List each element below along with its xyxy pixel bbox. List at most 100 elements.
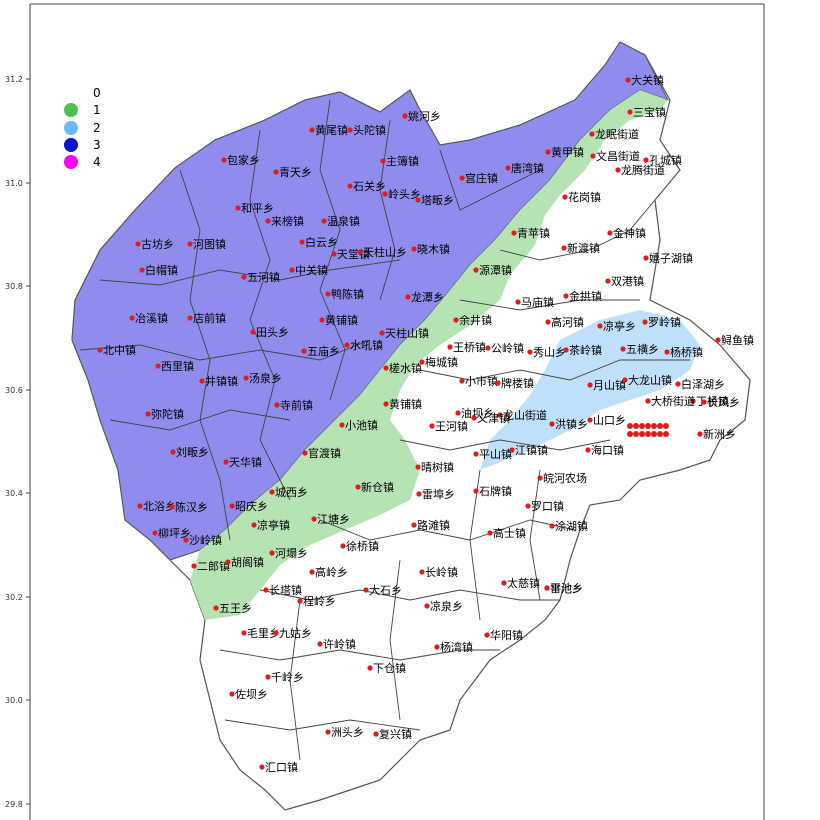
place-label: 黄铺镇	[325, 313, 358, 327]
place-marker	[549, 523, 555, 529]
place-marker	[642, 319, 648, 325]
place-marker	[415, 464, 421, 470]
place-label: 胡阁镇	[231, 555, 264, 569]
place-label: 复兴镇	[379, 727, 412, 741]
place-marker	[302, 450, 308, 456]
place-marker	[473, 267, 479, 273]
place-label: 温泉镇	[327, 214, 360, 228]
place-label: 天华镇	[229, 455, 262, 469]
place-label: 河图镇	[193, 237, 226, 251]
place-marker	[473, 488, 479, 494]
place-marker	[545, 319, 551, 325]
place-label: 龙眠街道	[595, 127, 639, 141]
place-marker	[235, 205, 241, 211]
place-marker	[424, 603, 430, 609]
place-marker	[213, 605, 219, 611]
place-label: 平山镇	[479, 447, 512, 461]
place-label: 龙腾街道	[621, 163, 665, 177]
place-label: 山口乡	[593, 414, 626, 427]
place-label: 古坊乡	[141, 237, 174, 251]
place-label: 黄尾镇	[315, 123, 348, 137]
place-label: 岭头乡	[388, 187, 421, 201]
place-marker	[135, 241, 141, 247]
place-label: 黄甲镇	[551, 145, 584, 159]
place-label: 毛里乡	[247, 627, 280, 640]
legend-marker	[64, 138, 78, 152]
place-label: 五王乡	[219, 602, 252, 615]
place-label: 新洲乡	[703, 427, 736, 441]
region-green	[190, 90, 668, 620]
place-label: 月山镇	[593, 378, 626, 392]
place-marker	[643, 157, 649, 163]
place-marker	[199, 378, 205, 384]
place-marker	[289, 267, 295, 273]
place-marker	[355, 484, 361, 490]
place-label: 青苹镇	[517, 226, 550, 240]
place-label: 刘畈乡	[176, 446, 209, 459]
place-marker	[347, 183, 353, 189]
place-label: 大桥街道	[651, 394, 695, 408]
place-marker	[311, 516, 317, 522]
place-label: 田头乡	[256, 326, 289, 339]
y-tick-label: 30.0	[5, 696, 23, 705]
place-marker	[663, 431, 669, 437]
place-label: 金神镇	[613, 226, 646, 240]
place-marker	[645, 398, 651, 404]
place-label: 大龙山镇	[628, 373, 672, 387]
legend-marker	[64, 86, 78, 100]
place-label: 华阳镇	[490, 628, 523, 642]
place-label: 汇口镇	[265, 760, 298, 774]
place-label: 唐湾镇	[511, 161, 544, 175]
place-label: 龙山街道	[503, 408, 547, 422]
place-marker	[563, 293, 569, 299]
place-label: 大石乡	[369, 583, 402, 597]
place-marker	[645, 423, 651, 429]
region-lightblue	[480, 310, 700, 470]
place-marker	[627, 109, 633, 115]
place-label: 许岭镇	[323, 637, 356, 651]
place-marker	[651, 423, 657, 429]
place-marker	[419, 359, 425, 365]
place-marker	[459, 175, 465, 181]
place-label: 昭庆乡	[235, 499, 268, 513]
place-marker	[434, 644, 440, 650]
place-label: 源潭镇	[479, 263, 512, 277]
place-marker	[250, 329, 256, 335]
place-label: 文昌街道	[596, 149, 640, 163]
place-label: 金拱镇	[569, 289, 602, 303]
y-ticks: 31.2 31.0 30.8 30.6 30.4 30.2 30.0 29.8	[5, 75, 30, 809]
place-marker	[429, 423, 435, 429]
place-label: 汤泉乡	[249, 371, 282, 385]
place-marker	[675, 381, 681, 387]
place-marker	[501, 580, 507, 586]
place-marker	[527, 349, 533, 355]
legend-label: 2	[93, 121, 101, 135]
place-marker	[331, 251, 337, 257]
place-marker	[367, 665, 373, 671]
place-label: 义津镇	[477, 411, 510, 425]
place-label: 寺前镇	[280, 398, 313, 412]
place-label: 长风乡	[707, 396, 740, 409]
place-marker	[380, 158, 386, 164]
place-label: 雷埠乡	[422, 487, 455, 501]
place-marker	[715, 337, 721, 343]
place-marker	[243, 375, 249, 381]
place-marker	[411, 246, 417, 252]
y-tick-label: 30.8	[5, 282, 23, 291]
place-label: 西里镇	[161, 359, 194, 373]
place-label: 北中镇	[103, 343, 136, 357]
place-marker	[459, 378, 465, 384]
place-label: 北浴乡	[143, 500, 176, 513]
place-label: 晓木镇	[417, 242, 450, 256]
legend-marker	[64, 155, 78, 169]
place-marker	[487, 530, 493, 536]
place-marker	[473, 451, 479, 457]
legend-label: 3	[93, 138, 101, 152]
place-label: 河塌乡	[275, 547, 308, 560]
place-label: 公岭镇	[491, 341, 524, 355]
place-marker	[563, 347, 569, 353]
place-marker	[229, 503, 235, 509]
legend: 0 1 2 3 4	[64, 86, 101, 169]
place-label: 洲头乡	[331, 726, 364, 739]
